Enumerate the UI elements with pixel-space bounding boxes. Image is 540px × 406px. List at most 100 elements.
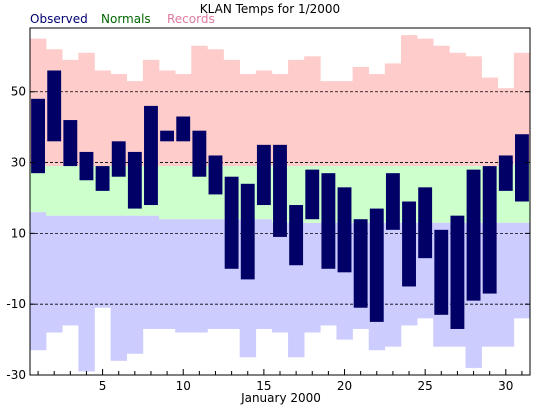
- record-high-bar: [255, 70, 273, 167]
- observed-bar: [337, 187, 352, 273]
- record-low-bar: [497, 222, 515, 347]
- normal-bar: [433, 166, 450, 223]
- observed-bar: [47, 70, 62, 142]
- normal-bar: [46, 166, 63, 216]
- observed-bar: [321, 173, 336, 269]
- observed-bar: [31, 98, 45, 174]
- record-low-bar: [142, 215, 160, 329]
- record-low-bar: [304, 222, 321, 333]
- record-low-bar: [384, 222, 402, 347]
- record-high-bar: [94, 70, 111, 167]
- record-high-bar: [481, 77, 499, 167]
- record-high-bar: [207, 49, 224, 167]
- record-high-bar: [288, 59, 305, 167]
- observed-bar: [208, 155, 223, 195]
- observed-bar: [111, 141, 126, 177]
- normal-bar: [175, 166, 192, 220]
- record-low-bar: [126, 215, 144, 354]
- observed-bar: [160, 130, 175, 142]
- normal-bar: [191, 166, 208, 220]
- normal-bar: [352, 166, 370, 223]
- observed-bar: [127, 151, 142, 209]
- observed-bar: [240, 183, 255, 280]
- observed-bar: [305, 169, 320, 220]
- record-low-bar: [62, 215, 79, 326]
- x-tick-label: 5: [99, 379, 107, 393]
- record-high-bar: [239, 74, 257, 167]
- record-low-bar: [207, 219, 224, 329]
- observed-bar: [482, 166, 497, 294]
- record-high-bar: [497, 88, 515, 167]
- observed-bar: [353, 219, 368, 308]
- x-tick-label: 15: [256, 379, 271, 393]
- record-high-bar: [400, 35, 418, 167]
- record-high-bar: [417, 38, 434, 167]
- record-high-bar: [336, 81, 353, 167]
- normal-bar: [159, 166, 176, 220]
- observed-bar: [256, 144, 271, 206]
- legend-records: Records: [167, 12, 215, 26]
- observed-bar: [450, 215, 465, 329]
- x-tick-label: 30: [498, 379, 513, 393]
- normal-bar: [110, 166, 128, 216]
- record-high-bar: [126, 81, 144, 167]
- record-low-bar: [175, 219, 192, 333]
- observed-bar: [79, 151, 94, 181]
- record-high-bar: [78, 52, 95, 167]
- record-low-bar: [30, 212, 47, 351]
- observed-bar: [224, 176, 239, 269]
- y-tick-label: 30: [11, 156, 26, 170]
- y-tick-label: 10: [11, 226, 26, 240]
- observed-bar: [385, 173, 400, 230]
- observed-bar: [466, 169, 481, 301]
- record-low-bar: [191, 219, 208, 333]
- record-high-bar: [271, 74, 289, 167]
- record-high-bar: [320, 81, 337, 167]
- y-tick-label: 50: [11, 85, 26, 99]
- chart-title: KLAN Temps for 1/2000: [200, 2, 340, 16]
- legend-normals: Normals: [101, 12, 151, 26]
- observed-bar: [402, 201, 416, 287]
- observed-bars: [31, 70, 529, 329]
- normal-bar: [449, 166, 466, 223]
- record-high-bar: [449, 52, 466, 167]
- observed-bar: [95, 166, 110, 191]
- record-low-bar: [46, 215, 63, 333]
- record-high-bar: [368, 74, 386, 167]
- record-high-bar: [433, 45, 450, 167]
- x-tick-label: 10: [176, 379, 191, 393]
- legend-observed: Observed: [30, 12, 88, 26]
- observed-bar: [192, 130, 207, 177]
- observed-bar: [418, 187, 433, 259]
- observed-bar: [498, 155, 513, 191]
- x-axis-label: January 2000: [240, 391, 321, 405]
- record-low-bar: [78, 215, 95, 372]
- y-tick-label: -30: [6, 368, 26, 382]
- observed-bar: [63, 120, 78, 167]
- record-high-bar: [159, 70, 176, 167]
- observed-bar: [289, 205, 304, 266]
- observed-bar: [515, 134, 529, 202]
- observed-bar: [369, 208, 384, 322]
- record-low-bar: [110, 215, 128, 361]
- y-axis-ticks: -30 -10 10 30 50: [6, 85, 530, 382]
- record-low-bar: [255, 219, 273, 329]
- observed-bar: [434, 229, 449, 315]
- record-low-bar: [271, 222, 289, 333]
- observed-bar: [144, 105, 158, 206]
- observed-bar: [176, 116, 191, 142]
- x-tick-label: 25: [418, 379, 433, 393]
- record-low-bar: [513, 222, 531, 319]
- record-high-bar: [352, 66, 370, 167]
- record-high-bar: [223, 59, 240, 167]
- record-low-bar: [94, 215, 111, 308]
- record-high-bar: [304, 56, 321, 167]
- normal-bar: [62, 166, 79, 216]
- record-high-bar: [384, 63, 402, 167]
- records-bars: [30, 35, 531, 372]
- record-low-bar: [159, 219, 176, 329]
- observed-bar: [273, 144, 287, 237]
- normal-bar: [30, 166, 47, 213]
- x-tick-label: 20: [337, 379, 352, 393]
